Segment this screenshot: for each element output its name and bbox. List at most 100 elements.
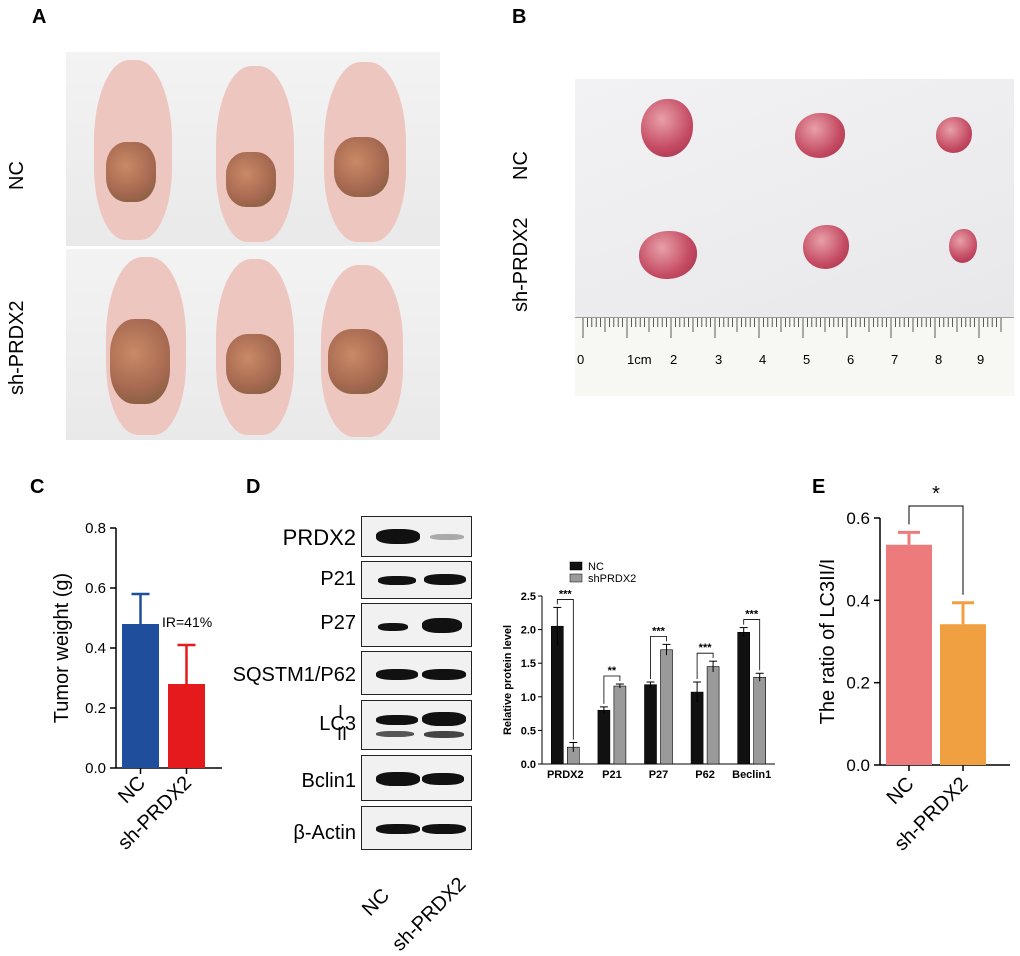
mouse-organs: [328, 329, 388, 394]
significance-bracket: [743, 619, 761, 671]
tick-label-y: 0.5: [521, 725, 536, 737]
legend-swatch: [569, 573, 583, 583]
panel-letter-b: B: [512, 6, 527, 28]
ruler-label: 3: [715, 352, 722, 367]
blot-band: [422, 669, 466, 680]
bar: [690, 691, 704, 765]
panel-a-label-sh: sh-PRDX2: [6, 300, 28, 395]
panel-a-label-nc: NC: [6, 161, 28, 190]
tick-label-x: NC: [114, 772, 150, 808]
significance-bracket: [696, 652, 714, 680]
bar: [886, 544, 932, 765]
ruler-label: 4: [759, 352, 766, 367]
blot-strip-sqstm1: [361, 651, 472, 695]
bar: [737, 631, 750, 765]
axis-label-y: Tumor weight (g): [51, 573, 73, 723]
mouse-organs: [106, 142, 156, 202]
tumor-nc-1: [641, 99, 693, 157]
tick-label-x: NC: [883, 773, 919, 809]
lane-label-nc: NC: [358, 884, 394, 921]
bar: [597, 709, 611, 765]
legend-label: shPRDX2: [588, 573, 636, 585]
tick-label-y: 0.4: [846, 591, 870, 610]
bar: [706, 666, 720, 765]
significance-bracket: [650, 635, 667, 680]
bar: [122, 624, 159, 768]
significance-bracket: [603, 675, 621, 704]
tick-label-y: 0.4: [85, 640, 106, 657]
significance-bracket: [556, 599, 574, 740]
tick-label-x: P62: [695, 769, 715, 781]
ruler-ticks: 0 1cm 2 3 4 5 6 7 8 9: [577, 318, 1002, 367]
blot-strip-p21: [361, 561, 472, 599]
ruler-label: 7: [891, 352, 898, 367]
panel-b-label-sh: sh-PRDX2: [510, 217, 532, 312]
blot-band: [376, 772, 420, 786]
significance-label: ***: [559, 588, 573, 600]
bar: [644, 684, 657, 765]
blot-band-lc3-ii: [424, 731, 464, 738]
blot-label-p27: P27: [320, 612, 356, 634]
annotation: IR=41%: [162, 614, 212, 630]
ruler-label: 2: [670, 352, 677, 367]
blot-label-beclin1: Bclin1: [301, 770, 356, 792]
blot-band: [424, 574, 466, 585]
blot-band: [378, 623, 408, 631]
blot-band-lc3-ii: [376, 731, 414, 737]
ruler: 0 1cm 2 3 4 5 6 7 8 9: [575, 317, 1014, 396]
axis-label-y: Relative protein level: [502, 625, 514, 735]
ruler-label: 8: [935, 352, 942, 367]
blot-label-prdx2: PRDX2: [282, 525, 356, 550]
significance-label: ***: [699, 642, 713, 654]
blot-band: [422, 824, 466, 834]
blot-strip-prdx2: [361, 516, 472, 557]
blot-band-lc3-i: [376, 715, 418, 725]
blot-label-p21: P21: [320, 568, 356, 590]
tick-label-y: 0.6: [85, 580, 106, 597]
axis-label-y: The ratio of LC3II/I: [817, 559, 839, 725]
blot-band: [376, 824, 420, 834]
significance-label: ***: [745, 609, 759, 621]
sh-mice-photo: [66, 249, 440, 440]
blot-strip-p27: [361, 603, 472, 647]
tick-label-y: 1.0: [521, 692, 536, 704]
significance-label: **: [608, 665, 617, 677]
blot-strip-lc3: [361, 700, 472, 750]
bar: [753, 677, 767, 765]
blot-band: [422, 618, 462, 633]
tick-label-y: 0.6: [846, 509, 870, 528]
lane-label-sh: sh-PRDX2: [388, 873, 471, 956]
panel-b-label-nc: NC: [510, 151, 532, 180]
bar: [168, 684, 205, 768]
mouse-organs: [334, 137, 389, 197]
blot-label-lc3-ii: II: [337, 724, 348, 744]
panel-letter-a: A: [32, 6, 47, 28]
mouse-organs: [226, 152, 276, 207]
blot-label-sqstm1: SQSTM1/P62: [232, 664, 356, 686]
blot-band-lc3-i: [422, 712, 466, 726]
bar: [613, 685, 627, 765]
ruler-label: 0: [577, 352, 584, 367]
blot-strip-beclin1: [361, 755, 472, 801]
significance-label: ***: [652, 625, 666, 637]
tick-label-y: 1.5: [521, 658, 536, 670]
tumor-nc-2: [795, 113, 845, 158]
tick-label-x: P27: [649, 769, 669, 781]
tumor-sh-3: [949, 229, 977, 263]
tick-label-y: 0.0: [521, 759, 536, 771]
bar: [940, 624, 986, 765]
tick-label-x: Beclin1: [732, 769, 771, 781]
tick-label-y: 0.2: [846, 674, 870, 693]
nc-mice-photo: [66, 52, 440, 246]
blot-strip-actin: [361, 806, 472, 850]
significance-bracket: [908, 505, 964, 595]
legend-label: NC: [588, 561, 604, 573]
ruler-label: 9: [977, 352, 984, 367]
tick-label-y: 0.0: [846, 756, 870, 775]
blot-band: [376, 669, 418, 680]
blot-label-actin: β-Actin: [293, 822, 356, 844]
tumor-sh-1: [639, 231, 697, 279]
ruler-label: 6: [847, 352, 854, 367]
